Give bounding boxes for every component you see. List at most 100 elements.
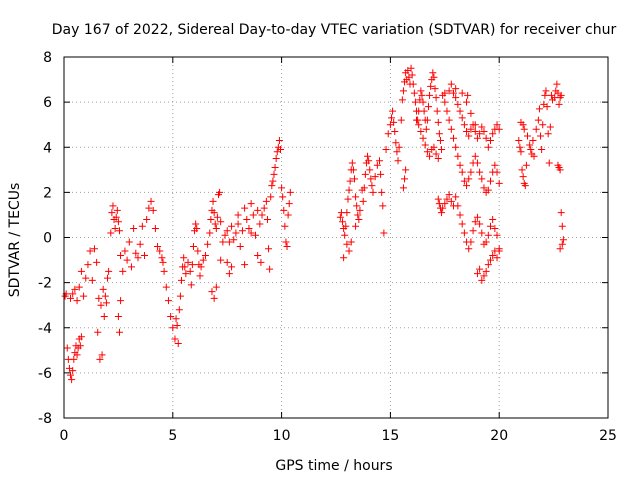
data-point (471, 127, 479, 135)
data-point (553, 80, 561, 88)
data-point (413, 116, 421, 124)
data-point (390, 118, 398, 126)
data-point (433, 107, 441, 115)
data-point (107, 229, 115, 237)
data-point (342, 222, 350, 230)
data-point (99, 285, 107, 293)
data-point (452, 94, 460, 102)
data-point (269, 177, 277, 185)
data-point (217, 256, 225, 264)
data-point (352, 193, 360, 201)
data-point (484, 231, 492, 239)
data-point (493, 231, 501, 239)
data-point (460, 229, 468, 237)
data-point (285, 200, 293, 208)
data-point (151, 224, 159, 232)
data-point (112, 213, 120, 221)
data-point (491, 224, 499, 232)
data-point (193, 224, 201, 232)
data-point (417, 87, 425, 95)
data-point (343, 240, 351, 248)
data-point (173, 321, 181, 329)
data-point (493, 121, 501, 129)
data-point (478, 229, 486, 237)
data-point (535, 105, 543, 113)
data-point (458, 114, 466, 122)
data-point (63, 344, 71, 352)
data-point (347, 238, 355, 246)
data-point (230, 236, 238, 244)
data-point (67, 294, 75, 302)
data-point (340, 254, 348, 262)
data-point (69, 290, 77, 298)
data-point (422, 125, 430, 133)
data-point (486, 256, 494, 264)
data-point (463, 127, 471, 135)
data-point (77, 267, 85, 275)
data-point (111, 224, 119, 232)
data-point (482, 267, 490, 275)
data-point (68, 376, 76, 384)
data-point (476, 130, 484, 138)
data-point (408, 71, 416, 79)
data-point (423, 116, 431, 124)
data-point (265, 245, 273, 253)
data-point (176, 292, 184, 300)
data-point (555, 100, 563, 108)
data-point (212, 224, 220, 232)
data-point (441, 98, 449, 106)
data-point (267, 193, 275, 201)
data-point (121, 247, 129, 255)
data-point (277, 146, 285, 154)
data-point (516, 143, 524, 151)
data-point (482, 238, 490, 246)
data-point (211, 220, 219, 228)
data-point (426, 91, 434, 99)
data-point (254, 252, 262, 260)
data-point (96, 355, 104, 363)
data-point (159, 258, 167, 266)
data-point (206, 229, 214, 237)
data-point (210, 294, 218, 302)
data-point (352, 222, 360, 230)
x-axis-label: GPS time / hours (275, 458, 392, 474)
data-point (478, 123, 486, 131)
data-point (541, 91, 549, 99)
data-point (339, 218, 347, 226)
data-point (217, 218, 225, 226)
data-point (450, 89, 458, 97)
axis-ticks (63, 56, 609, 419)
data-point (467, 109, 475, 117)
data-point (398, 96, 406, 104)
data-point (438, 146, 446, 154)
data-point (369, 188, 377, 196)
data-point (443, 195, 451, 203)
data-point (212, 283, 220, 291)
y-tick-label: 8 (43, 50, 52, 66)
data-point (149, 206, 157, 214)
data-point (432, 150, 440, 158)
data-point (69, 367, 77, 375)
data-point (489, 215, 497, 223)
data-point (407, 64, 415, 72)
data-point (82, 274, 90, 282)
data-point (234, 220, 242, 228)
data-point (115, 227, 123, 235)
data-point (391, 127, 399, 135)
x-tick-labels: 0 5 10 15 20 25 (60, 428, 617, 444)
data-point (97, 301, 105, 309)
data-point (341, 231, 349, 239)
data-point (132, 249, 140, 257)
data-point (392, 139, 400, 147)
data-point (532, 125, 540, 133)
data-point (467, 125, 475, 133)
data-point (197, 263, 205, 271)
data-point (557, 91, 565, 99)
data-point (436, 136, 444, 144)
points-layer (61, 64, 567, 384)
data-point (389, 107, 397, 115)
data-point (378, 188, 386, 196)
data-point (127, 263, 135, 271)
data-point (399, 87, 407, 95)
x-tick-label: 0 (60, 428, 69, 444)
